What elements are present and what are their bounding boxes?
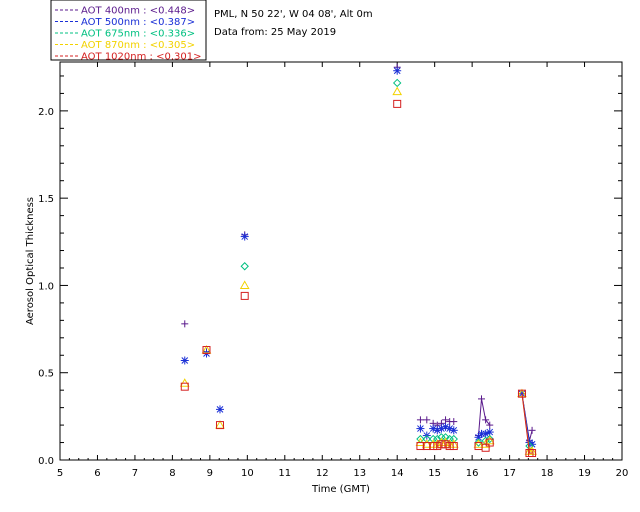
data-point [215,405,224,414]
x-axis: 5 6 7 8 9 10 11 12 13 14 15 16 17 18 19 20 [57,62,629,479]
data-point [474,438,483,447]
x-tick-label: 6 [94,468,100,479]
x-tick-label: 11 [278,468,291,479]
data-point [485,428,494,437]
data-point [392,78,402,88]
data-point [215,421,224,430]
data-point [240,232,249,241]
data-point [393,99,402,108]
x-tick-label: 20 [616,468,629,479]
x-tick-label: 13 [353,468,366,479]
x-tick-label: 16 [466,468,479,479]
data-point [432,439,443,448]
legend-entry: AOT 870nm : <0.305> [81,40,195,51]
data-point [202,346,211,355]
x-tick-label: 18 [541,468,554,479]
x-tick-label: 5 [57,468,63,479]
data-point [433,442,442,451]
data-point [240,291,249,300]
x-tick-label: 9 [207,468,213,479]
data-point [481,443,490,452]
data-point [528,449,537,458]
data-point [484,435,495,445]
data-point [393,66,402,75]
data-point [485,434,494,444]
x-tick-label: 10 [241,468,254,479]
legend-entries: AOT 400nm : <0.448>AOT 500nm : <0.387>AO… [55,6,201,63]
data-point [421,439,432,448]
data-point [528,440,537,449]
data-series [179,63,537,458]
data-point [441,440,450,449]
data-point [485,438,494,447]
legend-entry: AOT 500nm : <0.387> [81,17,195,28]
data-point [473,439,484,448]
x-tick-label: 7 [132,468,138,479]
data-point [486,421,494,429]
x-tick-label: 15 [428,468,441,479]
data-point [445,442,454,451]
legend-entry: AOT 675nm : <0.336> [81,29,195,40]
data-point [429,442,438,451]
data-point [528,426,536,434]
data-point [517,389,526,398]
y-tick-label: 2.0 [38,107,54,118]
series-aot-1020nm-0-301- [180,99,537,458]
series-line [478,398,491,436]
x-tick-label: 17 [503,468,516,479]
legend-entry: AOT 1020nm : <0.301> [81,52,201,63]
legend-entry: AOT 400nm : <0.448> [81,6,195,17]
data-point [392,86,403,96]
y-tick-label: 1.5 [38,194,54,205]
data-point [449,442,458,451]
data-point [416,442,425,451]
series-line [521,393,533,454]
x-tick-label: 14 [391,468,404,479]
data-point [416,424,425,433]
data-point [416,416,424,424]
data-point [180,382,189,391]
x-tick-label: 19 [578,468,591,479]
data-point [181,320,189,328]
data-point [423,416,431,424]
data-point [449,426,458,435]
data-point [180,356,189,365]
legend: AOT 400nm : <0.448>AOT 500nm : <0.387>AO… [50,0,207,63]
y-axis: 0.0 0.5 1.0 1.5 2.0 [38,75,622,467]
y-tick-label: 0.0 [38,456,54,467]
data-point [422,442,431,451]
y-tick-label: 0.5 [38,369,54,380]
data-point [450,418,458,426]
data-point [527,446,537,455]
data-point [240,262,249,271]
y-axis-label: Aerosol Optical Thickness [25,197,36,325]
chart-title: PML, N 50 22', W 04 08', Alt 0m [214,9,373,20]
data-point [239,280,250,289]
chart-subtitle: Data from: 25 May 2019 [214,27,336,38]
x-axis-label: Time (GMT) [311,484,370,495]
data-point [437,440,446,449]
data-point [482,416,490,424]
y-tick-label: 1.0 [38,281,54,292]
data-point [442,416,450,424]
data-point [448,439,459,448]
x-tick-label: 8 [169,468,175,479]
x-tick-label: 12 [316,468,329,479]
data-point [478,395,485,403]
